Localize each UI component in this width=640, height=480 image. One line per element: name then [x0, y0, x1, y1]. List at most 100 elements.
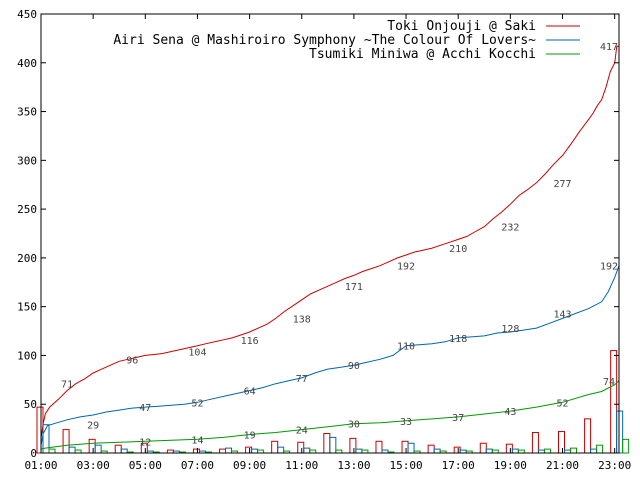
data-label-2-6: 37: [452, 413, 464, 424]
bar-2-0: [48, 448, 56, 454]
bar-0-3: [114, 444, 122, 454]
data-label-0-6: 192: [397, 262, 415, 273]
data-label-2-2: 19: [244, 430, 256, 441]
x-tick-label: 11:00: [285, 459, 318, 472]
data-label-0-3: 116: [241, 336, 259, 347]
bar-0-14: [401, 440, 409, 454]
data-label-0-2: 104: [188, 348, 206, 359]
bar-0-1: [62, 429, 70, 454]
bar-1-18: [511, 448, 519, 454]
legend-label-0: Toki Onjouji @ Saki: [387, 19, 536, 34]
bar-0-7: [219, 448, 227, 454]
legend-label-2: Tsumiki Miniwa @ Acchi Kocchi: [309, 47, 536, 62]
bar-0-15: [427, 444, 435, 454]
bar-0-6: [192, 448, 200, 454]
data-label-0-0: 71: [61, 380, 73, 391]
y-tick-label: 150: [17, 301, 37, 314]
bar-2-20: [570, 447, 578, 454]
x-tick-label: 05:00: [129, 459, 162, 472]
data-label-2-7: 43: [504, 407, 516, 418]
data-label-2-4: 30: [348, 420, 360, 431]
bar-0-16: [453, 446, 461, 454]
bar-1-11: [329, 436, 337, 454]
data-labels-layer: 71 96 104 116 138 171 192 210 232 277 417 29 47 52 64 7…: [61, 42, 618, 448]
data-label-0-1: 96: [126, 355, 138, 366]
data-label-1-8: 128: [501, 324, 519, 335]
bar-1-2: [94, 444, 102, 454]
bar-0-19: [531, 432, 539, 454]
x-tick-label: 01:00: [24, 459, 57, 472]
data-label-2-1: 14: [191, 435, 203, 446]
bar-2-19: [543, 448, 551, 454]
x-tick-label: 15:00: [389, 459, 422, 472]
data-label-0-7: 210: [449, 244, 467, 255]
data-label-1-0: 29: [87, 421, 99, 432]
bar-1-15: [433, 448, 441, 454]
bar-0-22: [610, 350, 618, 454]
bar-0-9: [271, 440, 279, 454]
x-tick-label: 17:00: [442, 459, 475, 472]
bar-0-13: [375, 440, 383, 454]
bar-0-11: [323, 432, 331, 454]
data-label-0-10: 417: [600, 42, 618, 53]
data-label-0-9: 277: [553, 179, 571, 190]
bar-1-10: [303, 447, 311, 454]
data-label-2-3: 24: [296, 426, 308, 437]
y-tick-label: 250: [17, 203, 37, 216]
y-tick-label: 100: [17, 349, 37, 362]
bar-1-21: [590, 448, 598, 454]
data-label-0-5: 171: [345, 282, 363, 293]
data-label-1-10: 192: [600, 262, 618, 273]
data-label-2-0: 12: [139, 437, 151, 448]
bar-0-12: [349, 437, 357, 454]
bar-1-9: [277, 446, 285, 454]
bar-1-8: [251, 448, 259, 454]
bar-1-3: [120, 448, 128, 454]
series-line-1: [40, 265, 620, 446]
bar-1-22: [616, 410, 624, 454]
bar-0-18: [505, 443, 513, 454]
axes-layer: 0 50 100 150 200 250 300 350 400 450 01:00 03:00 05:…: [17, 8, 631, 472]
series-line-2: [40, 380, 620, 450]
bar-1-12: [355, 448, 363, 454]
data-label-0-4: 138: [293, 314, 311, 325]
data-label-1-3: 64: [244, 387, 256, 398]
bar-0-17: [479, 442, 487, 454]
bar-0-20: [558, 431, 566, 454]
bar-0-2: [88, 438, 96, 454]
data-label-1-1: 47: [139, 403, 151, 414]
data-label-2-8: 52: [556, 398, 568, 409]
data-label-2-5: 33: [400, 417, 412, 428]
bar-0-8: [245, 446, 253, 454]
bar-2-21: [596, 444, 604, 454]
data-label-1-6: 110: [397, 342, 415, 353]
bar-1-17: [485, 448, 493, 454]
y-tick-label: 400: [17, 57, 37, 70]
y-tick-label: 450: [17, 8, 37, 21]
plot-frame: [40, 13, 620, 454]
y-tick-label: 50: [24, 398, 37, 411]
bar-0-21: [584, 418, 592, 454]
data-label-2-9: 74: [603, 377, 615, 388]
data-label-1-5: 90: [348, 361, 360, 372]
data-label-1-7: 118: [449, 334, 467, 345]
x-tick-label: 07:00: [181, 459, 214, 472]
bar-2-22: [622, 438, 630, 454]
data-label-1-4: 77: [296, 374, 308, 385]
bar-1-1: [68, 446, 76, 454]
x-tick-label: 23:00: [598, 459, 631, 472]
data-label-1-9: 143: [553, 309, 571, 320]
bar-0-10: [297, 441, 305, 454]
y-tick-label: 200: [17, 252, 37, 265]
y-tick-label: 0: [30, 447, 37, 460]
x-tick-label: 21:00: [546, 459, 579, 472]
series-line-0: [40, 45, 619, 439]
x-tick-label: 13:00: [337, 459, 370, 472]
data-label-1-2: 52: [191, 398, 203, 409]
legend-label-1: Airi Sena @ Mashiroiro Symphony ~The Col…: [113, 33, 536, 48]
x-tick-label: 19:00: [494, 459, 527, 472]
bar-1-14: [407, 442, 415, 454]
x-tick-label: 03:00: [77, 459, 110, 472]
